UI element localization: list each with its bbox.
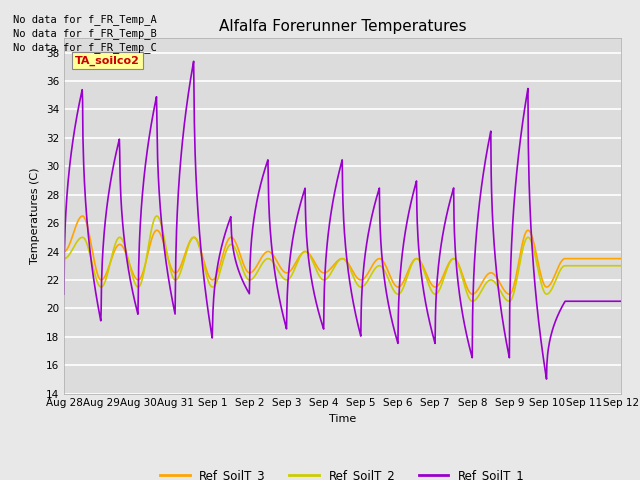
Ref_SoilT_2 bbox=[103, 273, 111, 278]
Ref_SoilT_3 bbox=[308, 255, 316, 261]
Legend: Ref_SoilT_3, Ref_SoilT_2, Ref_SoilT_1: Ref_SoilT_3, Ref_SoilT_2, Ref_SoilT_1 bbox=[156, 465, 529, 480]
Ref_SoilT_2 bbox=[308, 257, 316, 263]
Ref_SoilT_1 bbox=[126, 274, 134, 280]
Ref_SoilT_1 bbox=[190, 59, 198, 64]
Ref_SoilT_2 bbox=[297, 253, 305, 259]
Ref_SoilT_1 bbox=[318, 322, 326, 327]
Ref_SoilT_1 bbox=[378, 245, 385, 251]
Ref_SoilT_3 bbox=[617, 256, 625, 262]
Line: Ref_SoilT_2: Ref_SoilT_2 bbox=[64, 216, 621, 301]
Line: Ref_SoilT_1: Ref_SoilT_1 bbox=[64, 61, 621, 379]
X-axis label: Time: Time bbox=[329, 414, 356, 424]
Ref_SoilT_3 bbox=[79, 213, 86, 219]
Title: Alfalfa Forerunner Temperatures: Alfalfa Forerunner Temperatures bbox=[219, 20, 466, 35]
Ref_SoilT_1 bbox=[103, 203, 111, 208]
Ref_SoilT_2 bbox=[60, 256, 68, 262]
Ref_SoilT_1 bbox=[297, 200, 305, 206]
Ref_SoilT_2 bbox=[153, 213, 161, 219]
Ref_SoilT_2 bbox=[378, 264, 385, 269]
Ref_SoilT_2 bbox=[617, 263, 625, 269]
Ref_SoilT_3 bbox=[104, 268, 111, 274]
Ref_SoilT_1 bbox=[617, 299, 625, 304]
Ref_SoilT_2 bbox=[318, 276, 326, 282]
Ref_SoilT_1 bbox=[543, 376, 550, 382]
Text: No data for f_FR_Temp_C: No data for f_FR_Temp_C bbox=[13, 42, 157, 53]
Text: No data for f_FR_Temp_A: No data for f_FR_Temp_A bbox=[13, 13, 157, 24]
Ref_SoilT_3 bbox=[378, 256, 385, 262]
Line: Ref_SoilT_3: Ref_SoilT_3 bbox=[64, 216, 621, 294]
Ref_SoilT_2 bbox=[506, 299, 513, 304]
Ref_SoilT_1 bbox=[60, 291, 68, 297]
Ref_SoilT_3 bbox=[318, 270, 326, 276]
Y-axis label: Temperatures (C): Temperatures (C) bbox=[30, 168, 40, 264]
Text: No data for f_FR_Temp_B: No data for f_FR_Temp_B bbox=[13, 28, 157, 39]
Ref_SoilT_3 bbox=[60, 249, 68, 254]
Ref_SoilT_1 bbox=[308, 280, 316, 286]
Text: TA_soilco2: TA_soilco2 bbox=[75, 55, 140, 66]
Ref_SoilT_3 bbox=[126, 263, 134, 268]
Ref_SoilT_3 bbox=[297, 252, 305, 258]
Ref_SoilT_3 bbox=[506, 291, 513, 297]
Ref_SoilT_2 bbox=[126, 263, 134, 268]
